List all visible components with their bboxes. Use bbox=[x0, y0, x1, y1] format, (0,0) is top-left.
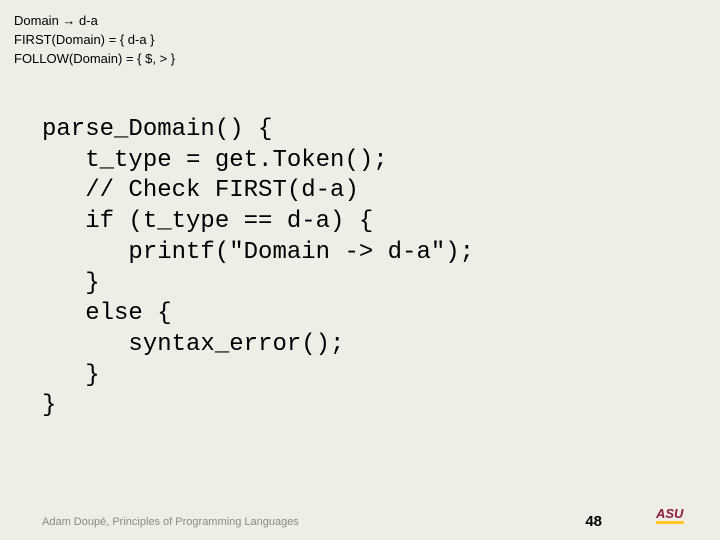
grammar-line-1: Domain → d-a bbox=[14, 12, 175, 31]
code-line-10: } bbox=[42, 392, 56, 419]
code-line-3: // Check FIRST(d-a) bbox=[42, 177, 359, 204]
code-line-6: } bbox=[42, 270, 100, 297]
code-line-1: parse_Domain() { bbox=[42, 116, 272, 143]
code-line-7: else { bbox=[42, 300, 172, 327]
grammar-line-3: FOLLOW(Domain) = { $, > } bbox=[14, 50, 175, 69]
code-line-2: t_type = get.Token(); bbox=[42, 147, 388, 174]
code-block: parse_Domain() { t_type = get.Token(); /… bbox=[42, 115, 474, 422]
grammar-line-2: FIRST(Domain) = { d-a } bbox=[14, 31, 175, 50]
grammar-rules: Domain → d-a FIRST(Domain) = { d-a } FOL… bbox=[14, 12, 175, 69]
page-number: 48 bbox=[585, 513, 602, 530]
code-line-9: } bbox=[42, 362, 100, 389]
code-line-4: if (t_type == d-a) { bbox=[42, 208, 373, 235]
asu-logo: ASU bbox=[656, 504, 696, 528]
svg-text:ASU: ASU bbox=[656, 506, 684, 521]
footer-text: Adam Doupé, Principles of Programming La… bbox=[42, 516, 299, 528]
code-line-8: syntax_error(); bbox=[42, 331, 344, 358]
code-line-5: printf("Domain -> d-a"); bbox=[42, 239, 474, 266]
